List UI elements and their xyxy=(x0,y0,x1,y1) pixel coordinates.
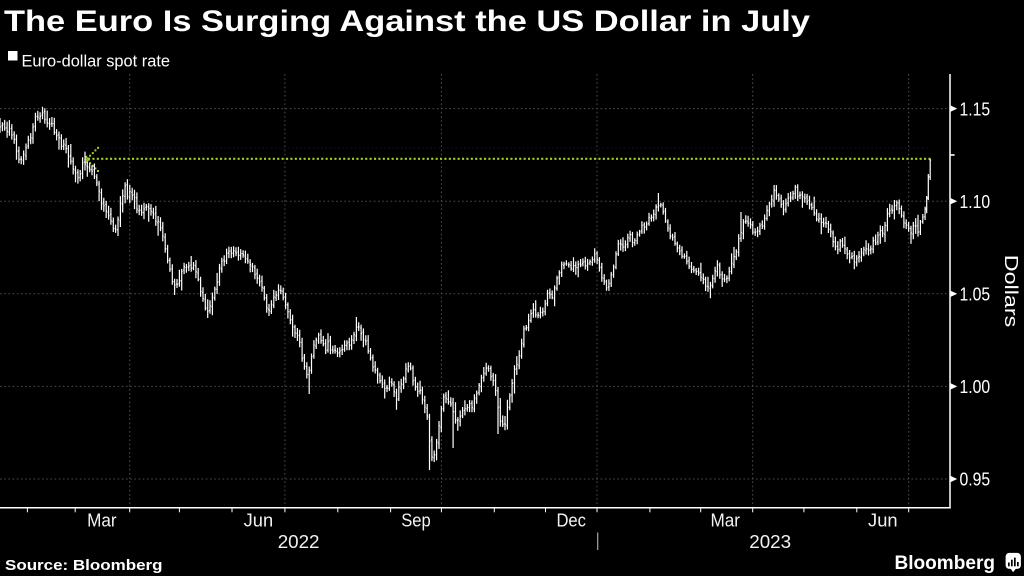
svg-text:1.05: 1.05 xyxy=(960,284,991,305)
svg-text:Source: Bloomberg: Source: Bloomberg xyxy=(5,557,163,574)
svg-text:0.95: 0.95 xyxy=(960,469,991,490)
svg-text:Euro-dollar spot rate: Euro-dollar spot rate xyxy=(22,51,171,70)
svg-text:Mar: Mar xyxy=(87,509,117,530)
svg-text:Jun: Jun xyxy=(868,509,898,530)
svg-text:Bloomberg: Bloomberg xyxy=(895,553,996,574)
svg-text:Mar: Mar xyxy=(710,509,740,530)
svg-text:Sep: Sep xyxy=(401,509,431,530)
svg-text:Dec: Dec xyxy=(556,509,586,530)
svg-text:1.10: 1.10 xyxy=(960,191,991,212)
svg-text:2022: 2022 xyxy=(278,531,320,552)
svg-text:Jun: Jun xyxy=(244,509,274,530)
svg-text:Dollars: Dollars xyxy=(1001,255,1022,328)
svg-text:1.15: 1.15 xyxy=(960,98,991,119)
svg-text:The Euro Is Surging Against th: The Euro Is Surging Against the US Dolla… xyxy=(4,5,810,38)
svg-text:2023: 2023 xyxy=(749,531,791,552)
svg-text:1.00: 1.00 xyxy=(960,376,991,397)
